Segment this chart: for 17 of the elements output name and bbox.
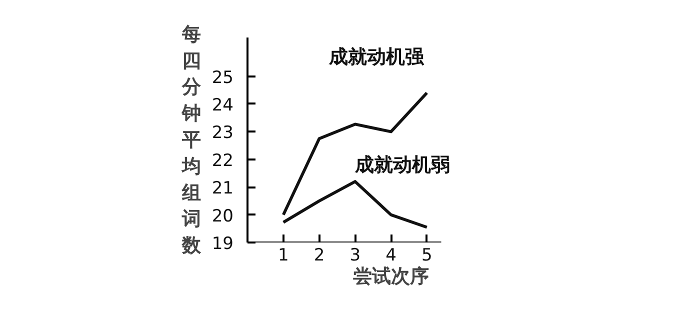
x-axis-title: 尝试次序 — [353, 266, 429, 288]
y-tick-label: 20 — [212, 206, 234, 226]
series-label: 成就动机弱 — [354, 154, 450, 176]
y-tick-label: 19 — [212, 234, 234, 254]
x-tick-label: 3 — [350, 246, 361, 266]
y-tick-label: 24 — [212, 95, 234, 116]
line-series — [282, 180, 428, 229]
y-tick-label: 23 — [212, 123, 234, 144]
x-tick-label: 1 — [278, 246, 289, 266]
series-label: 成就动机强 — [328, 46, 426, 68]
y-tick-label: 22 — [212, 150, 234, 171]
x-tick-label: 4 — [386, 246, 396, 266]
text: 每四分钟平均组词数 — [182, 23, 201, 257]
y-tick-label: 25 — [212, 68, 234, 88]
x-tick-label: 5 — [421, 246, 432, 266]
y-tick-label: 21 — [212, 178, 234, 199]
x-tick-label: 2 — [314, 246, 325, 266]
